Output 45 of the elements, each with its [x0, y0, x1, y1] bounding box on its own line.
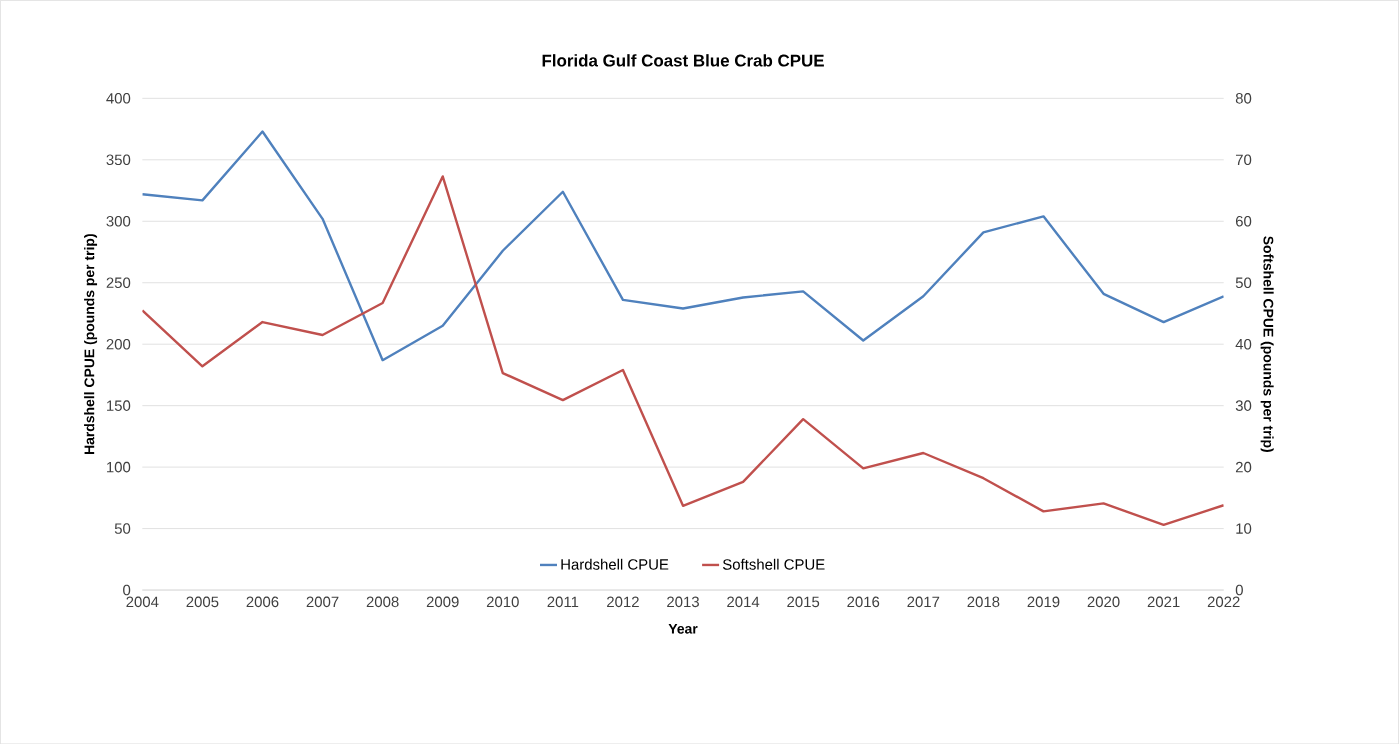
y-tick-label: 200	[106, 338, 131, 350]
line-series	[142, 175, 1224, 526]
y2-tick-label: 60	[1235, 215, 1252, 227]
x-tick-label: 2014	[727, 596, 760, 607]
x-tick-label: 2013	[667, 596, 699, 607]
x-tick-label: 2018	[967, 596, 1000, 607]
x-tick-label: 2006	[246, 596, 279, 607]
y2-tick-label: 70	[1235, 154, 1252, 165]
y-tick-label: 250	[106, 277, 131, 288]
x-tick-label: 2005	[186, 596, 219, 607]
x-tick-label: 2007	[306, 596, 339, 607]
chart-title: Florida Gulf Coast Blue Crab CPUE	[542, 53, 824, 67]
y-tick-label: 0	[123, 584, 131, 596]
y2-tick-label: 10	[1236, 523, 1252, 534]
x-tick-label: 2011	[547, 596, 579, 607]
x-axis-title: Year	[668, 623, 698, 634]
y-tick-label: 300	[106, 215, 131, 227]
legend-label: Softshell CPUE	[722, 558, 825, 570]
y2-tick-label: 0	[1235, 584, 1243, 596]
y2-tick-label: 40	[1235, 338, 1252, 350]
x-tick-label: 2015	[787, 596, 820, 607]
x-tick-label: 2020	[1087, 596, 1120, 607]
legend-label: Hardshell CPUE	[561, 558, 669, 570]
x-tick-label: 2009	[426, 596, 459, 607]
y-tick-label: 350	[106, 154, 131, 165]
y2-axis-title: Softshell CPUE (pounds per trip)	[1260, 236, 1274, 452]
y-tick-label: 150	[107, 400, 131, 411]
x-tick-label: 2021	[1147, 596, 1180, 607]
line-series	[142, 130, 1224, 362]
x-tick-label: 2022	[1207, 596, 1240, 607]
y2-tick-label: 20	[1235, 461, 1252, 473]
x-tick-label: 2004	[126, 596, 159, 607]
y-axis-title: Hardshell CPUE (pounds per trip)	[84, 233, 98, 454]
x-tick-label: 2016	[847, 596, 880, 607]
x-tick-label: 2010	[486, 596, 519, 607]
y-tick-label: 100	[107, 461, 131, 473]
x-tick-label: 2008	[366, 596, 399, 607]
x-tick-label: 2012	[607, 596, 639, 607]
y-tick-label: 400	[106, 92, 131, 104]
x-tick-label: 2019	[1027, 596, 1060, 607]
x-tick-label: 2017	[907, 596, 940, 607]
y2-tick-label: 30	[1235, 400, 1252, 411]
y2-tick-label: 50	[1235, 277, 1252, 288]
y-tick-label: 50	[114, 523, 131, 534]
y2-tick-label: 80	[1235, 92, 1252, 104]
